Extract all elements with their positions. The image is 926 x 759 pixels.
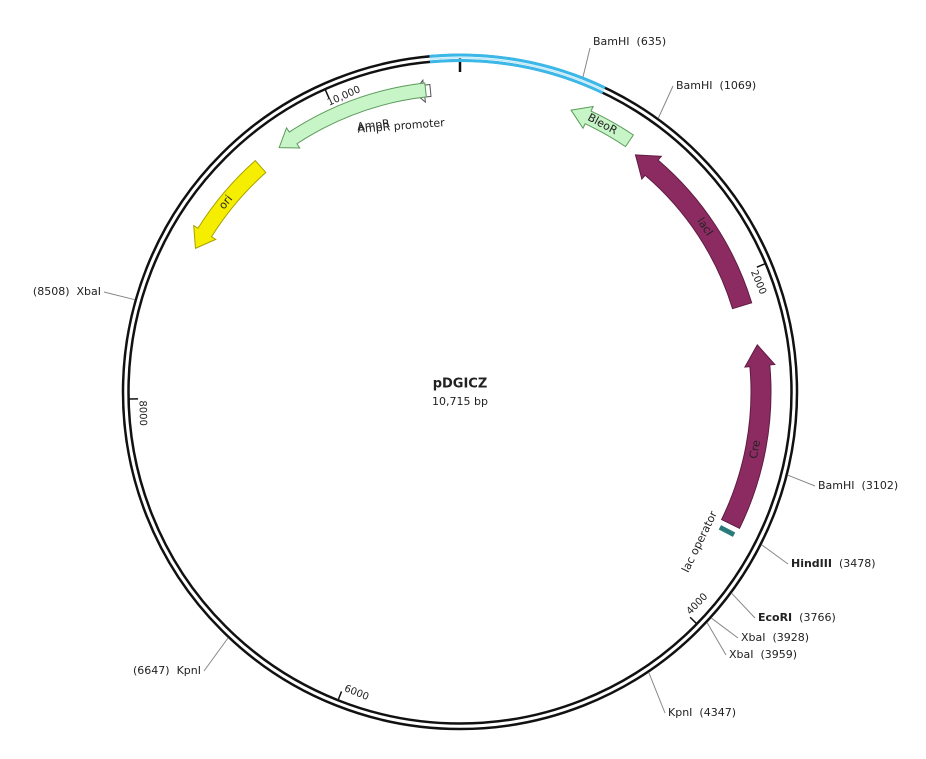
- site-name: KpnI: [668, 706, 692, 719]
- site-leader: [731, 592, 756, 619]
- tick-mark: [337, 691, 343, 701]
- site-position: (4347): [699, 706, 736, 719]
- site-name: EcoRI: [758, 611, 792, 624]
- site-name: KpnI: [177, 664, 201, 677]
- feature-label: Cre: [747, 439, 763, 460]
- tick-label: 2000: [748, 269, 768, 297]
- site-leader: [761, 544, 789, 565]
- site-leader: [787, 474, 816, 487]
- site-position: (3959): [761, 648, 798, 661]
- site-label: EcoRI (3766): [758, 611, 836, 624]
- feature-arrow: [193, 159, 267, 250]
- site-leader: [657, 85, 674, 119]
- site-name: BamHI: [676, 79, 713, 92]
- tick-label: 6000: [342, 683, 370, 703]
- site-name: HindIII: [791, 557, 832, 570]
- site-name: XbaI: [729, 648, 754, 661]
- site-position: (3928): [773, 631, 810, 644]
- site-position: (635): [637, 35, 667, 48]
- feature-label: BleoR: [585, 111, 619, 138]
- highlight-segment: [429, 59, 604, 95]
- site-leader: [203, 637, 229, 672]
- site-label: BamHI (3102): [818, 479, 898, 492]
- feature-arrow: [720, 344, 776, 530]
- site-leader: [648, 672, 666, 714]
- site-position: (3766): [799, 611, 836, 624]
- site-position: (8508): [33, 285, 70, 298]
- plasmid-name: pDGICZ: [433, 377, 488, 392]
- highlight-segment: [429, 57, 605, 92]
- site-position: (1069): [720, 79, 757, 92]
- highlight-segment: [429, 53, 606, 90]
- site-label: BamHI (635): [593, 35, 666, 48]
- feature-arrow: [570, 105, 635, 148]
- site-name: XbaI: [741, 631, 766, 644]
- site-label: BamHI (1069): [676, 79, 756, 92]
- tick-mark: [324, 89, 330, 99]
- tick-label: 8000: [136, 400, 148, 426]
- site-label: (8508) XbaI: [33, 285, 101, 298]
- site-label: XbaI (3928): [741, 631, 809, 644]
- backbone-outer: [121, 53, 799, 731]
- site-name: BamHI: [818, 479, 855, 492]
- tick-mark: [756, 263, 766, 268]
- site-name: BamHI: [593, 35, 630, 48]
- feature-lac-operator: [718, 525, 736, 537]
- feature-arrow: [278, 82, 427, 149]
- tick-mark: [689, 616, 698, 625]
- site-leader: [710, 617, 739, 639]
- site-label: (6647) KpnI: [133, 664, 201, 677]
- site-position: (6647): [133, 664, 170, 677]
- site-label: KpnI (4347): [668, 706, 736, 719]
- site-position: (3102): [862, 479, 899, 492]
- plasmid-length: 10,715 bp: [432, 395, 488, 408]
- site-leader: [706, 622, 727, 656]
- site-label: HindIII (3478): [791, 557, 876, 570]
- site-label: XbaI (3959): [729, 648, 797, 661]
- site-name: XbaI: [76, 285, 101, 298]
- site-position: (3478): [839, 557, 876, 570]
- site-leader: [582, 47, 591, 78]
- backbone-inner: [127, 59, 793, 725]
- feature-label: AmpR: [356, 117, 390, 134]
- feature-label: lac operator: [679, 509, 720, 575]
- feature-arrow: [634, 154, 753, 310]
- site-leader: [103, 291, 135, 301]
